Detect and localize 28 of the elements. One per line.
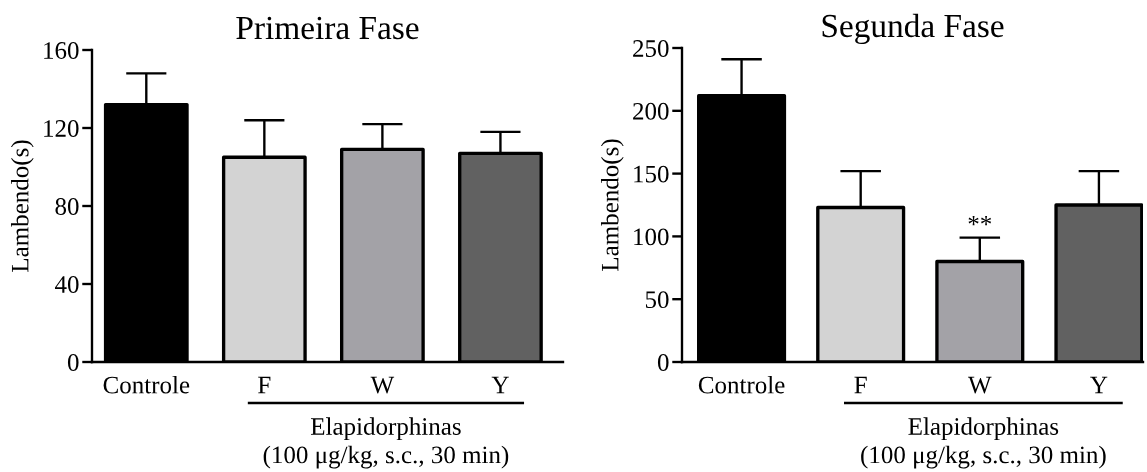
x-tick-label: Controle xyxy=(698,375,785,394)
text: Elapidorphinas xyxy=(908,417,1059,440)
x-tick-label: W xyxy=(370,376,395,394)
x-tick-label: Y xyxy=(491,376,509,394)
text: Elapidorphinas xyxy=(310,417,461,440)
x-tick-label: F xyxy=(258,376,271,394)
text: (100 μg/kg, s.c., 30 min) xyxy=(861,445,1106,469)
x-tick-label: F xyxy=(854,376,867,394)
text: (100 μg/kg, s.c., 30 min) xyxy=(263,445,509,469)
y-axis-title: Lambendo(s) xyxy=(10,140,34,272)
chart-title: Segunda Fase xyxy=(822,13,1004,45)
y-tick-label: 160 xyxy=(44,42,79,59)
y-tick-label: 150 xyxy=(634,165,669,183)
y-tick-label: 120 xyxy=(44,120,79,137)
y-tick-label: 0 xyxy=(67,354,79,371)
annotation: ** xyxy=(968,215,992,226)
x-tick-label: W xyxy=(968,376,992,394)
y-tick-label: 50 xyxy=(645,291,669,309)
y-tick-label: 100 xyxy=(634,228,669,246)
y-tick-label: 80 xyxy=(55,198,79,215)
y-tick-label: 0 xyxy=(657,354,669,371)
x-tick-label: Controle xyxy=(103,375,190,394)
y-tick-label: 40 xyxy=(54,276,79,293)
x-tick-label: Y xyxy=(1090,376,1108,394)
y-tick-label: 200 xyxy=(633,102,669,120)
chart-title: Primeira Fase xyxy=(236,16,419,40)
y-tick-label: 250 xyxy=(633,40,669,57)
y-axis-title: Lambendo(s) xyxy=(600,139,624,271)
